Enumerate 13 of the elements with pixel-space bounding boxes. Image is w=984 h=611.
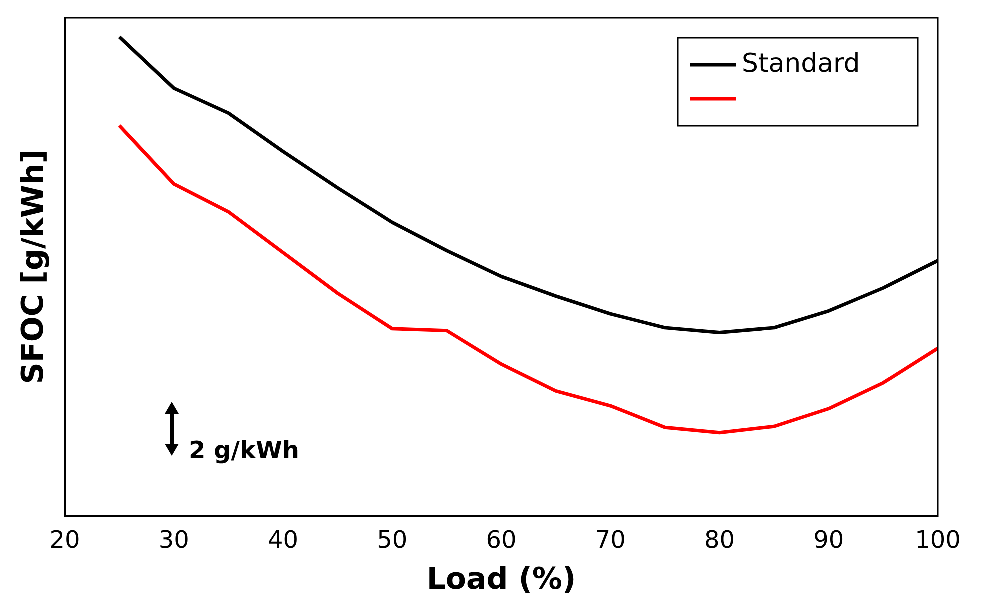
x-tick-label: 90 (814, 526, 844, 554)
annotation: 2 g/kWh (189, 436, 300, 464)
x-axis-title: Load (%) (426, 562, 576, 597)
y-axis-title: SFOC [g/kWh] (16, 150, 51, 384)
x-tick-label: 70 (595, 526, 626, 554)
x-tick-label: 30 (158, 526, 190, 554)
x-tick-label: 60 (486, 526, 517, 554)
x-tick-label: 80 (704, 526, 736, 554)
x-tick-label: 40 (268, 526, 299, 554)
x-tick-label: 100 (915, 526, 961, 554)
legend-label: Standard (742, 48, 860, 79)
x-tick-label: 50 (377, 526, 408, 554)
x-tick-label: 20 (50, 526, 80, 554)
